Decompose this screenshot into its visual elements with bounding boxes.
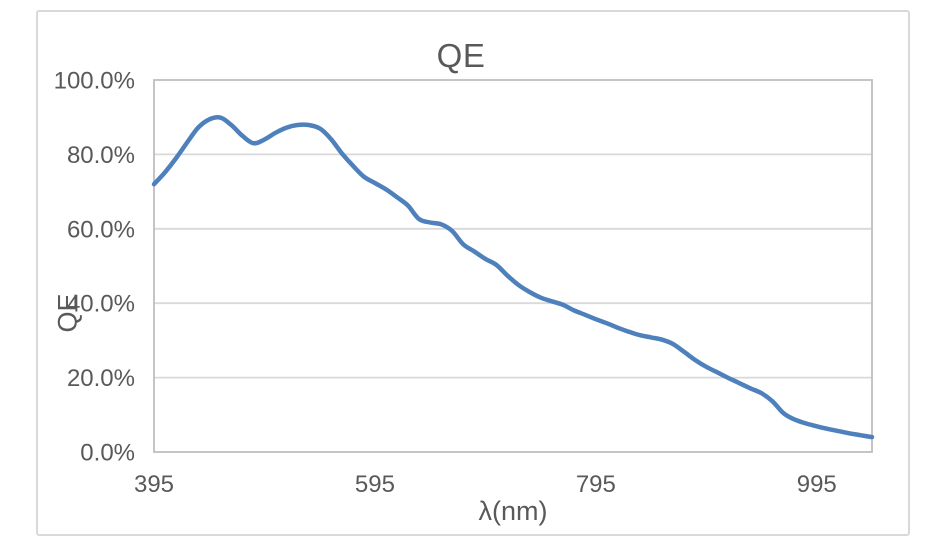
y-tick-label: 20.0%: [67, 365, 135, 392]
y-tick-label: 0.0%: [80, 440, 135, 467]
y-tick-label: 60.0%: [67, 216, 135, 243]
y-tick-label: 40.0%: [67, 291, 135, 318]
plot-border: [153, 79, 873, 453]
chart-title: QE: [436, 37, 486, 74]
x-tick-label: 595: [355, 471, 395, 498]
qe-chart-frame: 0.0% 20.0% 40.0% 60.0% 80.0% 100.0% 395 595 795 9…: [36, 10, 910, 536]
qe-series-line: [151, 114, 875, 440]
x-axis-title: λ(nm): [478, 496, 548, 526]
y-tick-label: 100.0%: [54, 68, 135, 95]
chart-inner: 0.0% 20.0% 40.0% 60.0% 80.0% 100.0% 395 595 795 9…: [38, 12, 908, 534]
y-tick-label: 80.0%: [67, 142, 135, 169]
y-axis-title: QE: [52, 293, 83, 333]
x-tick-label: 395: [134, 471, 174, 498]
x-tick-label: 795: [576, 471, 616, 498]
plot-svg: 0.0% 20.0% 40.0% 60.0% 80.0% 100.0% 395 595 795 9…: [54, 68, 875, 498]
x-tick-label: 995: [797, 471, 837, 498]
